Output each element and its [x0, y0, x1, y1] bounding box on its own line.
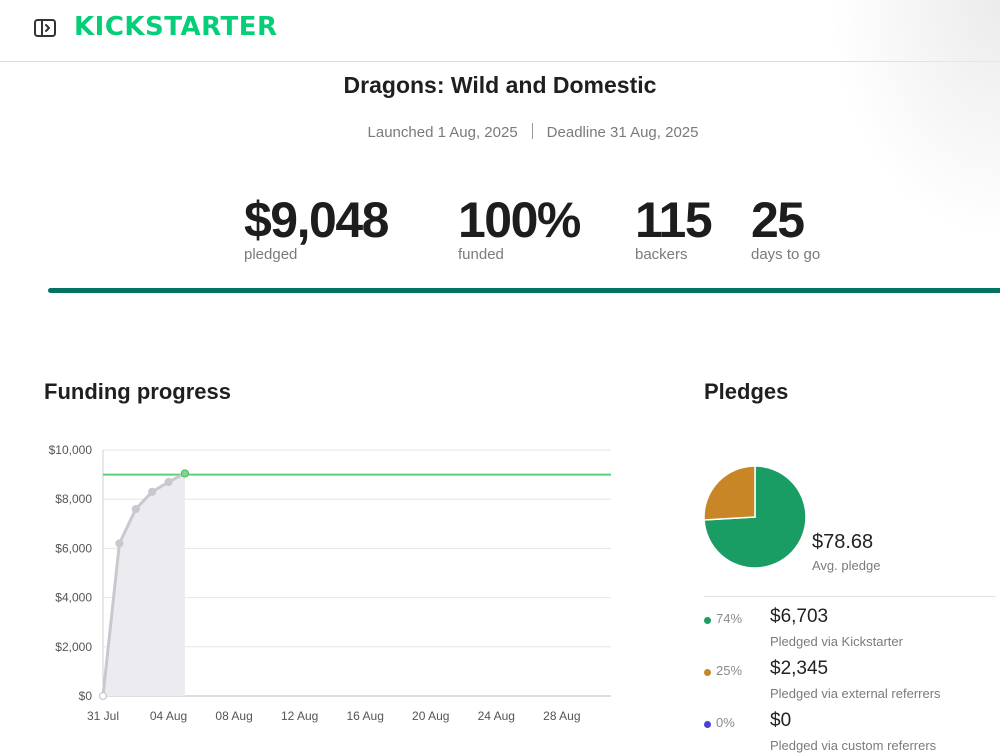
- x-tick-label: 08 Aug: [215, 709, 252, 723]
- x-tick-label: 12 Aug: [281, 709, 318, 723]
- pledge-source-amount: $2,345: [770, 658, 829, 679]
- pledges-title: Pledges: [704, 379, 789, 404]
- legend-dot: [704, 617, 711, 624]
- data-point: [148, 487, 157, 496]
- project-dates: Launched 1 Aug, 2025 Deadline 31 Aug, 202…: [0, 123, 1000, 141]
- x-tick-label: 28 Aug: [543, 709, 580, 723]
- project-title: Dragons: Wild and Domestic: [343, 72, 657, 98]
- pledges-pie-chart: [703, 465, 807, 569]
- stat-value: 115: [635, 192, 713, 248]
- kickstarter-logo[interactable]: KICKSTARTER: [74, 12, 278, 42]
- y-tick-label: $4,000: [55, 591, 92, 605]
- y-tick-label: $6,000: [55, 541, 92, 555]
- stat-value: 25: [751, 192, 805, 248]
- pledge-source-percent: 25%: [716, 663, 743, 678]
- x-tick-label: 24 Aug: [478, 709, 515, 723]
- top-bar: KICKSTARTER: [0, 0, 1000, 62]
- stat-label: funded: [458, 246, 504, 263]
- stat-label: backers: [635, 246, 688, 263]
- pie-slice: [703, 465, 756, 521]
- stat-pledged: $9,048 pledged: [244, 190, 389, 263]
- avg-pledge-label: Avg. pledge: [812, 558, 881, 573]
- data-point: [164, 477, 173, 487]
- pie-slice: [703, 465, 807, 569]
- y-tick-label: $2,000: [55, 640, 92, 654]
- stat-label: days to go: [751, 246, 821, 263]
- data-point: [115, 539, 124, 548]
- pledge-source-label: Pledged via custom referrers: [770, 738, 937, 753]
- deadline-date: Deadline 31 Aug, 2025: [546, 124, 699, 141]
- pledge-source-label: Pledged via Kickstarter: [770, 634, 903, 649]
- x-tick-label: 20 Aug: [412, 709, 449, 723]
- funding-progress-chart: $0 $2,000 $4,000 $6,000 $8,000 $10,000 31 Jul 0…: [49, 443, 611, 723]
- legend-dot: [704, 721, 711, 728]
- funding-progress-bar: [48, 288, 1000, 293]
- y-tick-label: $0: [79, 689, 93, 703]
- pledges-divider: [704, 596, 996, 597]
- data-point: [131, 504, 140, 514]
- stat-backers: 115 backers: [635, 190, 713, 263]
- funding-progress-title: Funding progress: [44, 379, 231, 404]
- data-point: [180, 469, 190, 478]
- launch-date: Launched 1 Aug, 2025: [367, 124, 518, 141]
- avg-pledge-value: $78.68: [812, 531, 874, 553]
- pledge-source-amount: $0: [770, 710, 792, 731]
- pledge-source-amount: $6,703: [770, 606, 829, 627]
- pledge-source-percent: 74%: [716, 611, 743, 626]
- pledge-source-label: Pledged via external referrers: [770, 686, 941, 701]
- legend-dot: [704, 669, 711, 676]
- stat-funded: 100% funded: [458, 190, 581, 263]
- funding-area: [103, 473, 185, 696]
- y-tick-label: $10,000: [49, 443, 93, 457]
- stat-value: 100%: [458, 192, 581, 248]
- stat-days-to-go: 25 days to go: [751, 190, 820, 263]
- x-tick-label: 16 Aug: [347, 709, 384, 723]
- pledge-source-percent: 0%: [716, 715, 735, 730]
- data-point: [98, 691, 108, 701]
- sidebar-toggle-icon[interactable]: [33, 17, 57, 39]
- x-tick-label: 31 Jul: [87, 709, 119, 723]
- stat-label: pledged: [244, 246, 298, 263]
- y-tick-label: $8,000: [55, 492, 92, 506]
- stat-value: $9,048: [244, 192, 389, 248]
- date-separator: [531, 123, 533, 139]
- x-tick-label: 04 Aug: [150, 709, 187, 723]
